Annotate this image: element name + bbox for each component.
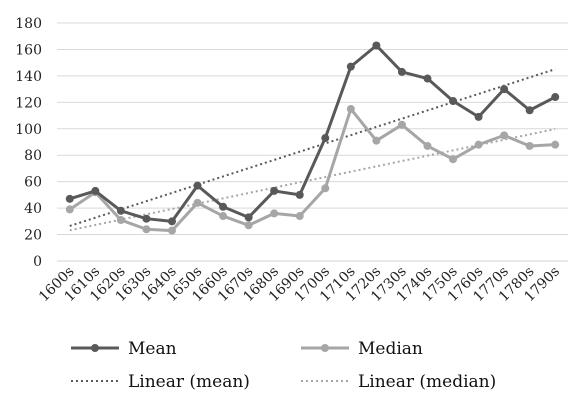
data-point-mean-1720s — [372, 41, 381, 50]
y-tick-label-20: 20 — [24, 228, 42, 244]
y-tick-label-100: 100 — [15, 122, 42, 138]
data-point-median-1740s — [423, 141, 432, 150]
y-tick-label-160: 160 — [15, 42, 42, 58]
data-point-median-1780s — [525, 141, 534, 150]
legend-label-median: Median — [358, 339, 423, 359]
y-tick-label-0: 0 — [33, 254, 42, 270]
legend: Mean Median Linear (mean) Linear (median) — [71, 339, 496, 392]
data-point-median-1680s — [270, 209, 279, 218]
data-point-median-1620s — [116, 216, 125, 225]
data-point-median-1600s — [65, 205, 74, 214]
series-line-mean — [69, 43, 556, 223]
data-point-mean-1690s — [295, 190, 304, 199]
data-point-mean-1670s — [244, 213, 253, 222]
data-point-median-1760s — [474, 140, 483, 149]
data-point-mean-1630s — [142, 214, 151, 223]
data-point-median-1670s — [244, 221, 253, 230]
data-point-mean-1600s — [65, 194, 74, 203]
data-point-median-1690s — [295, 212, 304, 221]
data-point-mean-1650s — [193, 181, 202, 190]
data-point-mean-1660s — [219, 202, 228, 211]
legend-label-linear-mean: Linear (mean) — [128, 372, 250, 392]
data-point-median-1730s — [397, 120, 406, 129]
data-point-mean-1730s — [397, 67, 406, 76]
data-point-median-1790s — [551, 140, 560, 149]
y-tick-label-180: 180 — [15, 16, 42, 32]
data-point-mean-1790s — [551, 93, 560, 102]
y-tick-label-80: 80 — [24, 148, 42, 164]
data-point-median-1720s — [372, 136, 381, 145]
data-point-median-1770s — [500, 131, 509, 140]
data-point-mean-1640s — [167, 217, 176, 226]
series-line-median — [68, 107, 556, 233]
data-point-mean-1710s — [346, 62, 355, 71]
data-point-mean-1760s — [474, 112, 483, 121]
x-tick-labels: 1600s1610s1620s1630s1640s1650s1660s1670s… — [36, 264, 563, 306]
data-point-mean-1610s — [91, 186, 100, 195]
data-point-median-1660s — [219, 212, 228, 221]
data-point-mean-1620s — [116, 206, 125, 215]
data-point-mean-1750s — [449, 97, 458, 106]
legend-label-mean: Mean — [128, 339, 177, 359]
y-tick-label-40: 40 — [24, 201, 42, 217]
data-point-median-1710s — [346, 104, 355, 113]
data-point-median-1650s — [193, 198, 202, 207]
data-point-mean-1770s — [500, 85, 509, 94]
data-point-median-1630s — [142, 225, 151, 234]
y-tick-label-60: 60 — [24, 175, 42, 191]
y-tick-label-120: 120 — [15, 95, 42, 111]
data-point-median-1750s — [449, 155, 458, 164]
data-point-median-1640s — [167, 226, 176, 235]
trendlines — [69, 68, 556, 232]
series-lines — [65, 41, 560, 235]
legend-label-linear-median: Linear (median) — [358, 372, 496, 392]
grid-lines — [57, 22, 568, 236]
legend-marker-mean — [91, 344, 99, 352]
data-point-mean-1680s — [270, 186, 279, 195]
data-point-mean-1700s — [321, 134, 330, 143]
y-tick-labels: 0 20 40 60 80 100 120 140 160 180 — [15, 16, 42, 270]
trendline-mean — [69, 68, 556, 227]
y-tick-label-140: 140 — [15, 69, 42, 85]
data-point-mean-1780s — [525, 106, 534, 115]
data-point-median-1700s — [321, 184, 330, 193]
data-point-mean-1740s — [423, 74, 432, 83]
legend-marker-median — [321, 344, 329, 352]
